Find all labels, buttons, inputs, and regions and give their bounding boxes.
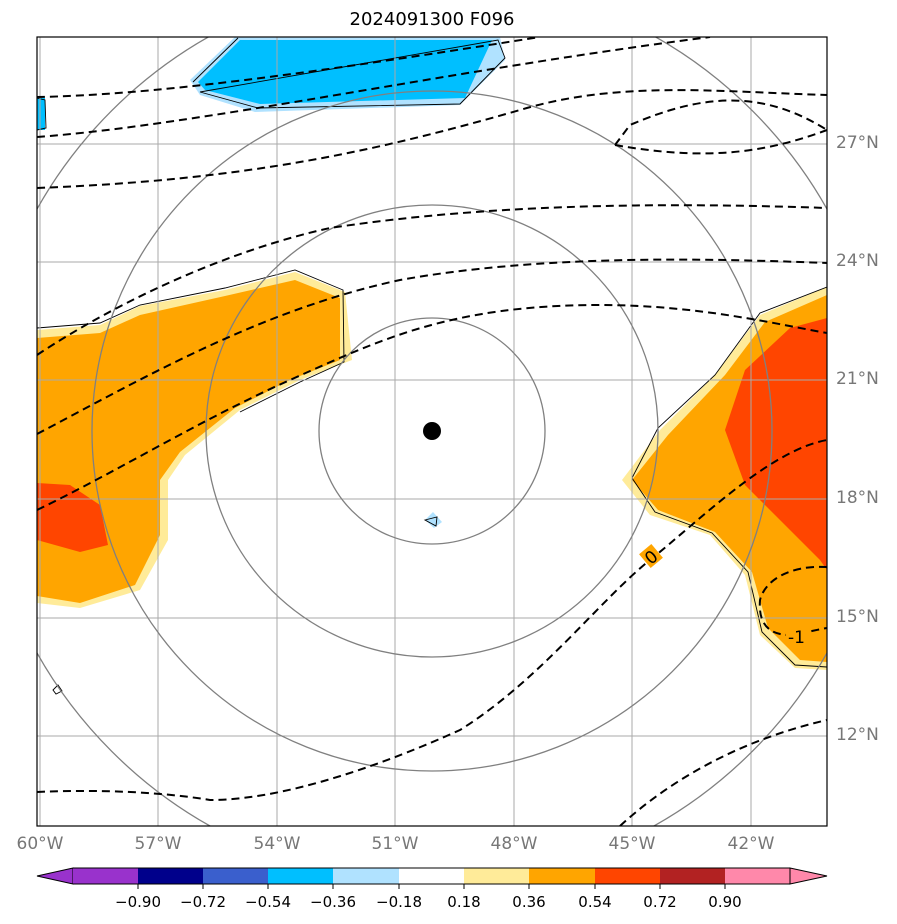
colorbar-segment (529, 868, 595, 884)
colorbar (36, 867, 828, 889)
lat-label: 12°N (836, 725, 879, 745)
lat-label: 15°N (836, 607, 879, 627)
colorbar-min-extend (36, 867, 74, 885)
colorbar-segment (595, 868, 660, 884)
colorbar-tick-label: −0.54 (245, 893, 291, 911)
negative-anomaly (198, 40, 492, 104)
lon-label: 57°W (134, 834, 182, 854)
lat-label: 27°N (836, 133, 879, 153)
colorbar-tick-label: 0.54 (578, 893, 612, 911)
lat-lon-grid (37, 37, 827, 826)
map-frame (36, 36, 828, 827)
colorbar-segment (399, 868, 464, 884)
lat-label: 24°N (836, 251, 879, 271)
zero-outline (37, 37, 827, 695)
colorbar-tick-label: 0.90 (708, 893, 742, 911)
colorbar-tick-label: −0.90 (115, 893, 161, 911)
colorbar-tick-label: 0.18 (447, 893, 481, 911)
colorbar-segment (268, 868, 333, 884)
colorbar-tick-label: −0.72 (180, 893, 226, 911)
colorbar-segment (203, 868, 268, 884)
colorbar-segment (333, 868, 399, 884)
colorbar-tick-label: 0.36 (512, 893, 546, 911)
positive-anomaly (37, 280, 340, 603)
dashed-contours (37, 37, 827, 826)
colorbar-segment (138, 868, 203, 884)
lat-label: 18°N (836, 488, 879, 508)
colorbar-segment (464, 868, 529, 884)
colorbar-tick-label: −0.36 (310, 893, 356, 911)
range-rings (37, 37, 827, 826)
colorbar-segment (73, 868, 138, 884)
lon-label: 45°W (608, 834, 656, 854)
storm-center-marker (423, 422, 441, 440)
lon-label: 60°W (16, 834, 64, 854)
lat-label: 21°N (836, 369, 879, 389)
lon-label: 42°W (727, 834, 775, 854)
contour-label-minus-one: -1 (788, 628, 805, 648)
colorbar-tick-label: −0.18 (376, 893, 422, 911)
lon-label: 54°W (253, 834, 301, 854)
lon-label: 51°W (371, 834, 419, 854)
plot-title: 2024091300 F096 (349, 9, 515, 30)
colorbar-segment (660, 868, 725, 884)
shaded-field (37, 37, 827, 670)
lon-label: 48°W (490, 834, 538, 854)
colorbar-max-extend (789, 867, 828, 885)
colorbar-segment (725, 868, 790, 884)
colorbar-tick-label: 0.72 (643, 893, 677, 911)
